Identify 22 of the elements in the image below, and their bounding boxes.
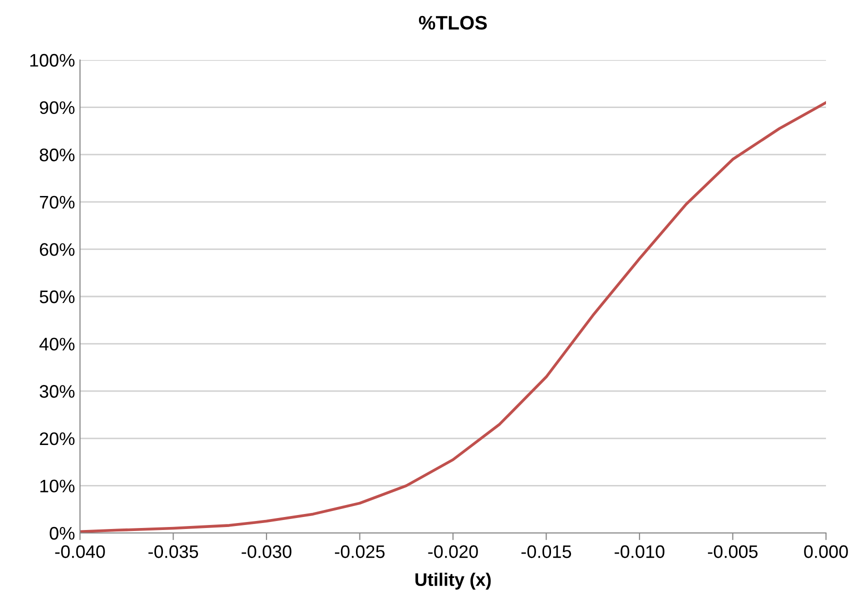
x-tick-label: -0.030 bbox=[242, 545, 292, 558]
x-tick-label: -0.020 bbox=[428, 545, 478, 558]
y-tick-label: 70% bbox=[40, 196, 74, 209]
y-tick-label: 0% bbox=[50, 526, 74, 540]
chart-title: %TLOS bbox=[418, 16, 487, 30]
x-tick-label: -0.040 bbox=[55, 545, 105, 558]
y-tick-label: 40% bbox=[39, 338, 74, 351]
x-tick-label: -0.025 bbox=[334, 545, 385, 558]
y-tick-label: 100% bbox=[30, 54, 74, 67]
x-tick-label: -0.015 bbox=[521, 545, 572, 558]
x-tick-label: -0.035 bbox=[148, 545, 198, 558]
y-tick-label: 90% bbox=[40, 101, 74, 114]
x-tick-label: 0.000 bbox=[804, 545, 848, 558]
x-tick-label: -0.005 bbox=[708, 545, 758, 558]
y-tick-label: 60% bbox=[40, 243, 74, 256]
y-tick-label: 20% bbox=[40, 432, 74, 446]
y-tick-label: 10% bbox=[40, 480, 74, 492]
y-tick-label: 80% bbox=[40, 148, 74, 162]
y-tick-label: 30% bbox=[40, 385, 74, 398]
y-tick-label: 50% bbox=[40, 290, 74, 304]
x-axis-title: Utility (x) bbox=[415, 572, 491, 590]
x-tick-label: -0.010 bbox=[614, 545, 664, 558]
